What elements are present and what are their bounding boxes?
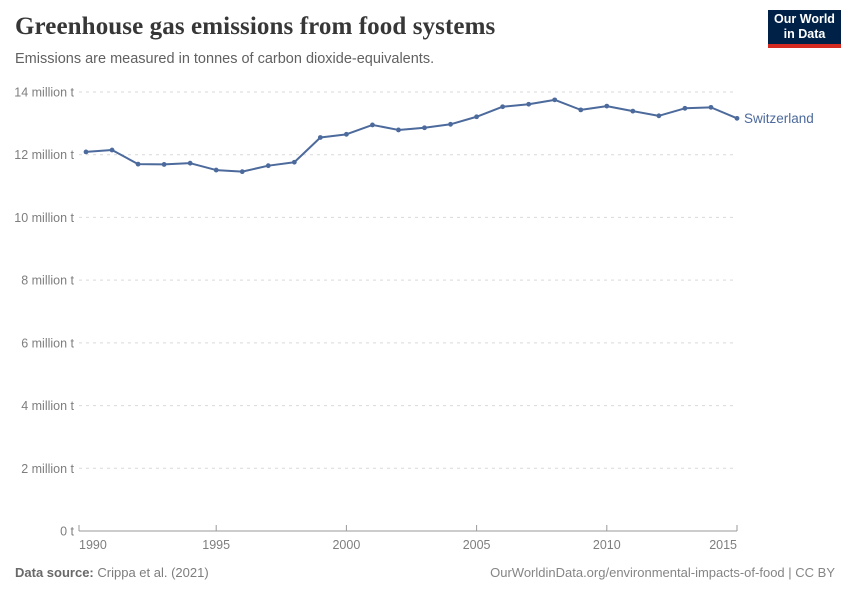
owid-logo[interactable]: Our World in Data	[768, 10, 841, 48]
data-point[interactable]	[213, 167, 219, 173]
y-axis-tick-label: 2 million t	[21, 462, 74, 476]
x-axis-tick-label: 1990	[79, 538, 107, 552]
x-axis-tick-label: 1995	[202, 538, 230, 552]
y-axis-tick-label: 8 million t	[21, 274, 74, 288]
data-point[interactable]	[135, 161, 141, 167]
chart-subtitle: Emissions are measured in tonnes of carb…	[15, 51, 435, 67]
data-point[interactable]	[265, 163, 271, 169]
y-axis-tick-label: 0 t	[60, 525, 74, 539]
data-point[interactable]	[187, 160, 193, 166]
data-point[interactable]	[422, 125, 427, 131]
data-point[interactable]	[604, 103, 610, 109]
data-source: Data source: Crippa et al. (2021)	[15, 565, 209, 580]
chart-footer: Data source: Crippa et al. (2021) OurWor…	[15, 565, 835, 580]
series-line	[85, 98, 738, 173]
data-point[interactable]	[396, 127, 401, 133]
page-title: Greenhouse gas emissions from food syste…	[15, 13, 496, 40]
data-point[interactable]	[291, 159, 297, 165]
data-point[interactable]	[656, 113, 662, 119]
data-point[interactable]	[682, 105, 688, 111]
data-source-label: Data source:	[15, 565, 94, 580]
credit-link[interactable]: OurWorldinData.org/environmental-impacts…	[490, 565, 835, 580]
data-point[interactable]	[630, 108, 636, 114]
owid-logo-text: Our World in Data	[768, 10, 841, 44]
y-axis-tick-label: 14 million t	[14, 86, 74, 100]
data-point[interactable]	[552, 97, 558, 103]
owid-logo-accent-bar	[768, 44, 841, 48]
data-point[interactable]	[239, 169, 245, 175]
data-source-text: Crippa et al. (2021)	[97, 565, 209, 580]
data-point[interactable]	[734, 115, 740, 121]
x-axis-tick-label: 2010	[593, 538, 621, 552]
x-axis-tick-label: 2005	[463, 538, 491, 552]
x-axis-tick-label: 2015	[709, 538, 737, 552]
data-point[interactable]	[344, 131, 349, 137]
data-point[interactable]	[161, 162, 167, 167]
owid-logo-line1: Our World	[774, 12, 835, 26]
y-axis-tick-label: 12 million t	[14, 148, 74, 162]
entity-label[interactable]: Switzerland	[744, 111, 814, 126]
data-point[interactable]	[474, 114, 479, 120]
data-point[interactable]	[448, 121, 453, 127]
data-point[interactable]	[708, 104, 714, 110]
data-point[interactable]	[317, 135, 323, 140]
y-axis-tick-label: 6 million t	[21, 336, 74, 350]
data-point[interactable]	[370, 122, 375, 128]
data-point[interactable]	[109, 147, 115, 153]
owid-logo-line2: in Data	[783, 27, 826, 41]
x-axis-tick-label: 2000	[332, 538, 360, 552]
data-point[interactable]	[526, 101, 532, 107]
y-axis-tick-label: 10 million t	[14, 211, 74, 225]
data-point[interactable]	[83, 149, 89, 155]
y-axis-tick-label: 4 million t	[21, 399, 74, 413]
data-point[interactable]	[578, 107, 584, 113]
data-point[interactable]	[500, 104, 506, 110]
